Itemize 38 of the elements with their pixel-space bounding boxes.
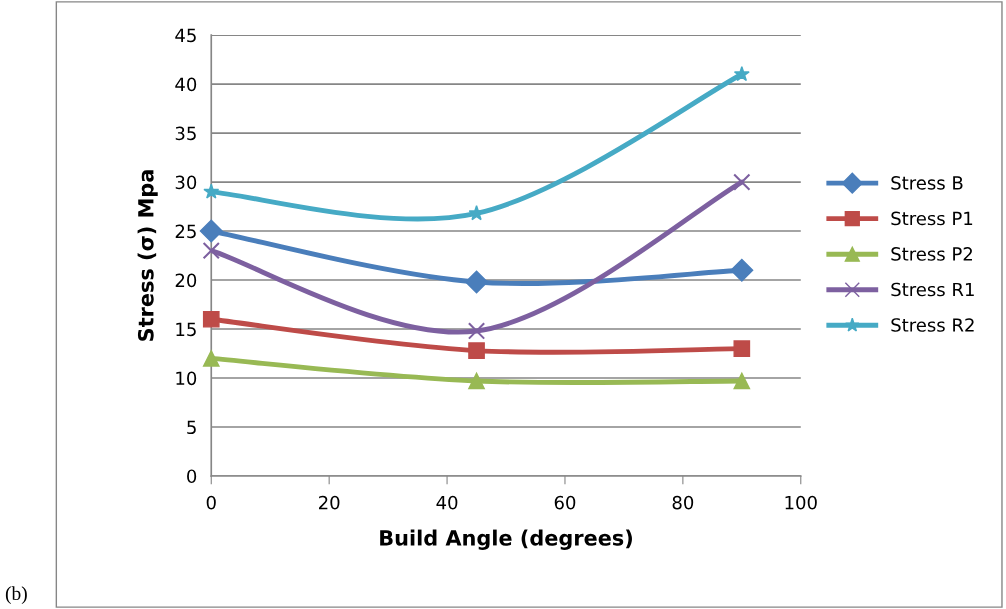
point (468, 372, 485, 390)
point (202, 241, 220, 260)
y-tick-label: 30 (175, 175, 197, 190)
legend-label: Stress P1 (891, 211, 973, 226)
x-axis-title: Build Angle (degrees) (380, 529, 632, 550)
x-tick-label: 100 (785, 495, 817, 510)
y-tick-label: 45 (175, 28, 196, 43)
point (733, 173, 751, 191)
point (203, 183, 220, 199)
y-tick-label: 25 (175, 224, 196, 239)
point (202, 350, 220, 367)
x-tick-label: 40 (436, 495, 458, 510)
y-tick-label: 5 (187, 420, 196, 435)
point (202, 310, 220, 328)
legend-label: Stress R1 (891, 282, 974, 297)
legend-label: Stress R2 (891, 318, 974, 332)
legend-label: Stress P2 (891, 247, 972, 261)
y-tick-label: 0 (187, 469, 197, 484)
point (730, 258, 754, 282)
y-tick-label: 15 (176, 322, 196, 337)
x-tick-label: 20 (319, 495, 340, 510)
point (733, 65, 750, 82)
y-tick-label: 20 (175, 273, 197, 288)
text: (b) (5, 586, 27, 605)
point (733, 372, 751, 390)
point (465, 270, 489, 294)
x-tick-label: 60 (554, 495, 576, 510)
y-tick-label: 40 (175, 77, 197, 92)
point (467, 322, 486, 340)
point (733, 340, 751, 357)
point (468, 342, 485, 359)
point (199, 219, 223, 243)
x-tick-label: 80 (672, 495, 694, 510)
y-tick-label: 35 (175, 126, 196, 141)
y-tick-label: 10 (176, 371, 197, 386)
legend-label: Stress B (891, 176, 963, 190)
y-axis-title: Stress (σ) Mpa (137, 170, 158, 341)
x-tick-label: 0 (206, 495, 216, 510)
